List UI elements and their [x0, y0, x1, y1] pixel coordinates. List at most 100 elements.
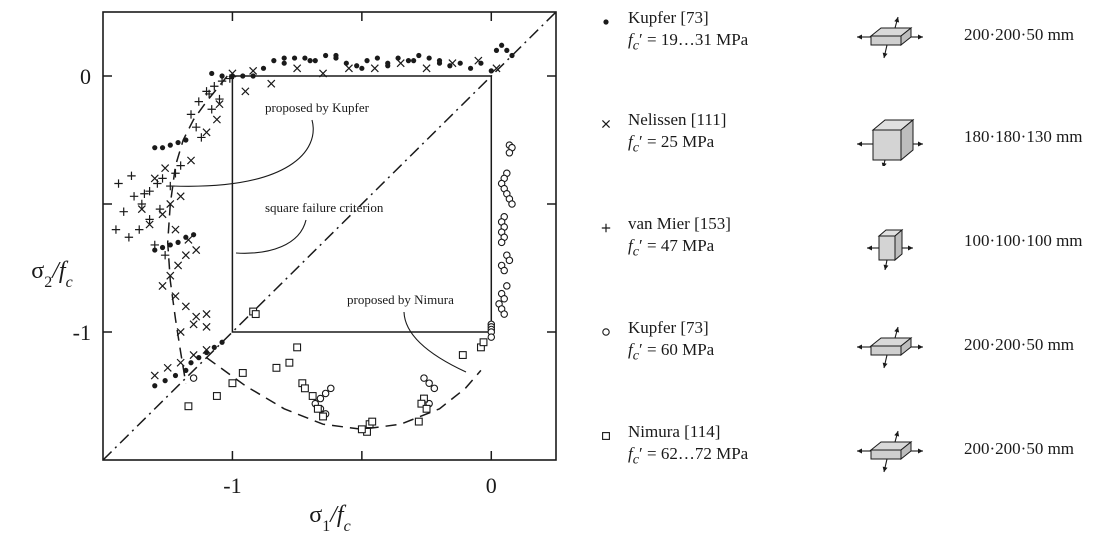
y-axis-label: σ2/fc [31, 258, 72, 291]
data-point [150, 371, 159, 380]
data-point [417, 399, 426, 408]
data-point [241, 87, 250, 96]
x-axis-label: σ1/fc [309, 502, 350, 535]
data-point [202, 310, 211, 319]
legend-specimen-size: 200·200·50 mm [964, 335, 1075, 354]
data-point [137, 205, 146, 214]
legend-strength: fc′ = 19…31 MPa [628, 30, 749, 54]
legend-specimen [855, 428, 925, 478]
plot-frame [102, 11, 557, 461]
data-point [189, 374, 198, 382]
specimen-sketch [867, 228, 913, 271]
data-point [159, 145, 166, 151]
data-point [500, 266, 508, 275]
data-point [508, 200, 516, 208]
data-point [436, 60, 443, 66]
data-point [281, 55, 287, 61]
data-point [488, 68, 494, 74]
data-point [300, 384, 309, 393]
data-point [172, 372, 179, 379]
data-point [158, 174, 167, 183]
data-point [152, 247, 158, 253]
data-point [215, 94, 224, 104]
data-point [293, 64, 302, 73]
annotation-leader [235, 219, 307, 254]
data-point [137, 199, 147, 209]
data-point [163, 363, 172, 372]
data-point [202, 345, 211, 354]
data-point [183, 137, 189, 143]
data-point [152, 145, 158, 151]
data-point [411, 58, 417, 64]
legend-specimen-size: 200·200·50 mm [964, 439, 1075, 458]
annotation-label: proposed by Kupfer [265, 100, 370, 115]
data-point [225, 74, 235, 83]
data-point [479, 338, 488, 347]
data-point [291, 55, 298, 61]
data-point [159, 244, 166, 251]
legend-marker [602, 328, 610, 336]
data-point [396, 59, 405, 68]
legend-specimen [855, 324, 925, 374]
data-point [140, 189, 149, 198]
data-point [207, 105, 216, 114]
data-point [167, 142, 173, 148]
data-point [171, 225, 180, 234]
specimen-sketch [857, 430, 923, 473]
data-point [354, 63, 360, 69]
data-point [467, 65, 474, 71]
data-point [293, 343, 302, 352]
data-point [160, 251, 170, 260]
specimen-sketch [857, 326, 923, 369]
data-point [505, 149, 514, 157]
legend-source: Nelissen [111] [628, 110, 727, 129]
legend-specimen-size: 100·100·100 mm [964, 231, 1083, 250]
data-point [364, 58, 370, 64]
data-point [184, 235, 193, 244]
annotation-leader [403, 311, 467, 373]
data-point [167, 242, 173, 248]
legend-marker [601, 119, 611, 129]
data-point [426, 55, 432, 61]
y-tick-label: 0 [80, 64, 91, 89]
data-point [183, 367, 189, 373]
data-point [307, 58, 313, 64]
data-point [509, 52, 515, 59]
legend-marker-icon [603, 19, 609, 25]
data-point [175, 139, 181, 146]
legend-marker [602, 432, 610, 440]
legend-specimen-size: 200·200·50 mm [964, 25, 1075, 44]
data-point [176, 161, 185, 170]
data-point [189, 351, 198, 360]
data-point [321, 389, 330, 398]
data-point [416, 52, 422, 59]
data-point [186, 110, 196, 119]
y-tick-label: -1 [73, 320, 91, 345]
data-point [175, 239, 181, 245]
data-point [150, 240, 159, 250]
line-proposed-by-nimura [206, 356, 482, 431]
data-point [176, 327, 185, 337]
legend: Kupfer [73] fc′ = 19…31 MPa 200·200·50 mm N… [600, 0, 1104, 536]
data-point [505, 256, 514, 265]
data-point [333, 55, 339, 61]
data-point [250, 73, 256, 79]
data-point [504, 47, 510, 54]
legend-item: Nimura [114] fc′ = 62…72 MPa 200·200·50 mm [600, 422, 1104, 482]
data-point [316, 394, 325, 403]
data-point [135, 225, 144, 234]
data-point [285, 358, 294, 367]
legend-specimen [855, 116, 925, 169]
data-point [174, 261, 183, 270]
legend-strength: fc′ = 60 MPa [628, 340, 715, 364]
data-point [272, 363, 281, 372]
data-point [281, 60, 287, 66]
data-point [368, 417, 377, 426]
data-point [385, 63, 391, 69]
annotation-leader [171, 119, 314, 187]
data-point [166, 271, 175, 280]
data-point [492, 64, 501, 73]
data-point [176, 192, 185, 201]
legend-source: Kupfer [73] [628, 8, 709, 27]
data-point [493, 47, 500, 54]
